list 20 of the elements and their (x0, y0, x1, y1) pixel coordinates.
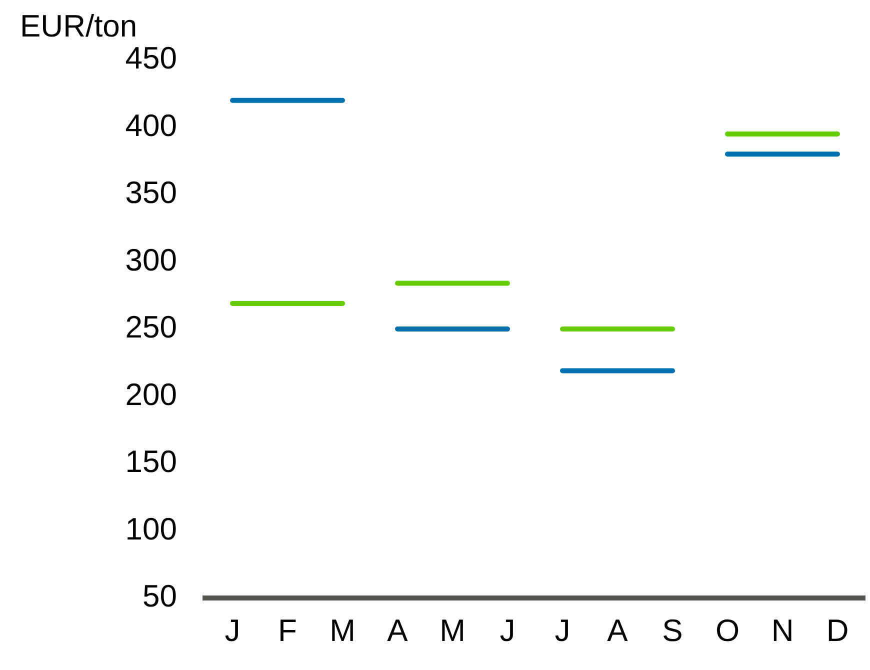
y-tick-label: 250 (125, 310, 177, 345)
y-tick-label: 400 (125, 108, 177, 143)
x-tick-label: J (500, 613, 516, 648)
y-tick-label: 200 (125, 376, 177, 412)
y-tick-label: 150 (125, 444, 177, 480)
x-tick-label: D (826, 613, 849, 648)
x-tick-label: A (607, 613, 628, 648)
x-tick-label: O (715, 613, 740, 648)
x-tick-label: M (440, 613, 466, 648)
x-tick-label: F (278, 613, 297, 648)
x-tick-label: A (387, 613, 408, 648)
x-tick-label: M (330, 613, 356, 648)
x-tick-label: J (554, 613, 570, 648)
x-tick-label: J (224, 613, 240, 648)
y-tick-label: 350 (125, 175, 177, 210)
y-tick-label: 100 (125, 511, 177, 546)
x-tick-label: S (662, 613, 683, 648)
y-tick-label: 300 (125, 242, 177, 278)
y-tick-label: 50 (142, 578, 177, 614)
x-tick-label: N (771, 613, 794, 648)
